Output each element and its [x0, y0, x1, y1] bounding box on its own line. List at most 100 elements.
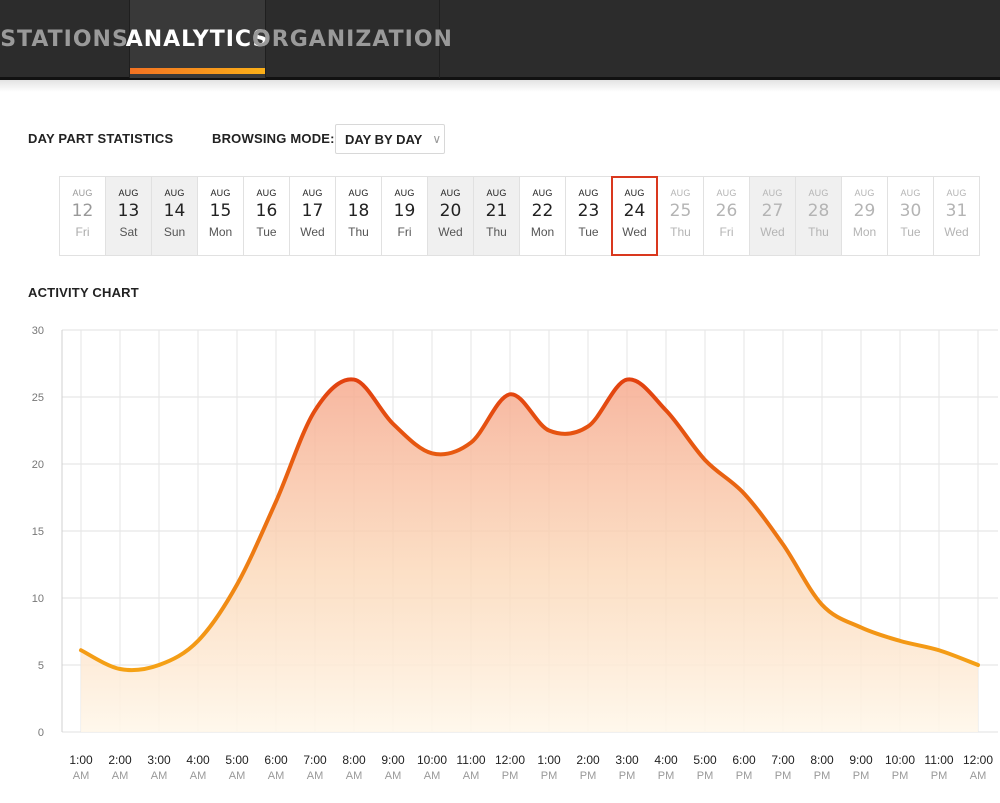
x-tick-label: 5:00	[693, 753, 717, 767]
x-tick-ampm: PM	[502, 770, 519, 782]
date-month: AUG	[72, 188, 93, 198]
data-point	[507, 391, 513, 397]
date-cell-aug-25: AUG 25 Thu	[657, 176, 704, 256]
x-tick-ampm: PM	[853, 770, 870, 782]
date-month: AUG	[808, 188, 829, 198]
date-month: AUG	[348, 188, 369, 198]
date-day-number: 19	[393, 201, 416, 221]
x-tick-label: 3:00	[615, 753, 639, 767]
date-month: AUG	[164, 188, 185, 198]
x-tick-ampm: AM	[385, 770, 402, 782]
x-tick-label: 3:00	[147, 753, 171, 767]
date-cell-aug-30: AUG 30 Tue	[887, 176, 934, 256]
x-tick-ampm: AM	[112, 770, 129, 782]
y-tick-label: 30	[32, 325, 44, 337]
browsing-mode-value: DAY BY DAY	[345, 131, 423, 147]
date-day-number: 25	[669, 201, 692, 221]
x-tick-ampm: AM	[229, 770, 246, 782]
date-weekday: Thu	[808, 225, 829, 239]
x-tick-ampm: AM	[151, 770, 168, 782]
y-tick-label: 25	[32, 392, 44, 404]
x-tick-ampm: PM	[580, 770, 597, 782]
x-tick-ampm: AM	[346, 770, 363, 782]
x-tick-label: 4:00	[186, 753, 210, 767]
data-point	[429, 450, 435, 456]
date-cell-aug-17[interactable]: AUG 17 Wed	[289, 176, 336, 256]
x-tick-label: 6:00	[732, 753, 756, 767]
date-cell-aug-22[interactable]: AUG 22 Mon	[519, 176, 566, 256]
tab-organization[interactable]: ORGANIZATION	[252, 0, 452, 78]
x-tick-ampm: PM	[736, 770, 753, 782]
data-point	[702, 457, 708, 463]
date-cell-aug-27: AUG 27 Wed	[749, 176, 796, 256]
date-month: AUG	[302, 188, 323, 198]
date-weekday: Tue	[900, 225, 921, 239]
x-tick-ampm: PM	[931, 770, 948, 782]
x-tick-ampm: AM	[73, 770, 90, 782]
date-month: AUG	[532, 188, 553, 198]
date-weekday: Mon	[852, 225, 877, 239]
data-point	[351, 377, 357, 383]
date-weekday: Fri	[397, 225, 412, 239]
date-cell-aug-15[interactable]: AUG 15 Mon	[197, 176, 244, 256]
date-weekday: Wed	[438, 225, 463, 239]
date-month: AUG	[486, 188, 507, 198]
data-point	[195, 638, 201, 644]
browsing-mode-select[interactable]: DAY BY DAY ∨	[335, 124, 445, 154]
date-day-number: 20	[439, 201, 462, 221]
tab-stations[interactable]: STATIONS	[0, 0, 130, 78]
date-day-number: 23	[577, 201, 600, 221]
date-cell-aug-16[interactable]: AUG 16 Tue	[243, 176, 290, 256]
date-weekday: Wed	[760, 225, 785, 239]
x-tick-label: 10:00	[417, 753, 447, 767]
date-weekday: Mon	[208, 225, 233, 239]
date-weekday: Mon	[530, 225, 555, 239]
date-cell-aug-19[interactable]: AUG 19 Fri	[381, 176, 428, 256]
date-day-number: 31	[945, 201, 968, 221]
data-point	[975, 662, 981, 668]
active-tab-indicator	[130, 68, 265, 74]
date-weekday: Fri	[719, 225, 734, 239]
activity-chart: 0 5 10 15 20 25 30 1:00 AM 2:00 AM 3:00 AM 4:00 AM 5:00…	[32, 325, 998, 782]
activity-chart-title: ACTIVITY CHART	[28, 285, 139, 300]
x-tick-ampm: PM	[814, 770, 831, 782]
date-day-number: 29	[853, 201, 876, 221]
date-cell-aug-31: AUG 31 Wed	[933, 176, 980, 256]
date-month: AUG	[762, 188, 783, 198]
x-tick-ampm: AM	[307, 770, 324, 782]
date-day-number: 21	[485, 201, 508, 221]
tab-analytics[interactable]: ANALYTICS	[126, 0, 268, 78]
date-cell-aug-18[interactable]: AUG 18 Thu	[335, 176, 382, 256]
date-cell-aug-12[interactable]: AUG 12 Fri	[59, 176, 106, 256]
date-cell-aug-13[interactable]: AUG 13 Sat	[105, 176, 152, 256]
date-day-number: 28	[807, 201, 830, 221]
data-point	[78, 647, 84, 653]
x-tick-ampm: AM	[190, 770, 207, 782]
date-cell-aug-24[interactable]: AUG 24 Wed	[611, 176, 658, 256]
date-day-number: 18	[347, 201, 370, 221]
x-tick-ampm: PM	[541, 770, 558, 782]
x-tick-label: 9:00	[849, 753, 873, 767]
activity-line	[79, 377, 980, 673]
x-tick-label: 2:00	[576, 753, 600, 767]
date-cell-aug-23[interactable]: AUG 23 Tue	[565, 176, 612, 256]
date-day-number: 16	[255, 201, 278, 221]
data-point	[624, 377, 630, 383]
x-tick-ampm: PM	[892, 770, 909, 782]
y-tick-label: 20	[32, 459, 44, 471]
date-cell-aug-28: AUG 28 Thu	[795, 176, 842, 256]
y-tick-label: 5	[38, 660, 44, 672]
x-tick-ampm: AM	[424, 770, 441, 782]
date-cell-aug-21[interactable]: AUG 21 Thu	[473, 176, 520, 256]
date-cell-aug-20[interactable]: AUG 20 Wed	[427, 176, 474, 256]
x-tick-label: 8:00	[810, 753, 834, 767]
date-weekday: Thu	[670, 225, 691, 239]
date-weekday: Tue	[578, 225, 599, 239]
date-day-number: 30	[899, 201, 922, 221]
date-cell-aug-14[interactable]: AUG 14 Sun	[151, 176, 198, 256]
x-tick-ampm: PM	[619, 770, 636, 782]
date-day-number: 22	[531, 201, 554, 221]
data-point	[390, 421, 396, 427]
date-weekday: Tue	[256, 225, 277, 239]
y-tick-label: 10	[32, 593, 44, 605]
